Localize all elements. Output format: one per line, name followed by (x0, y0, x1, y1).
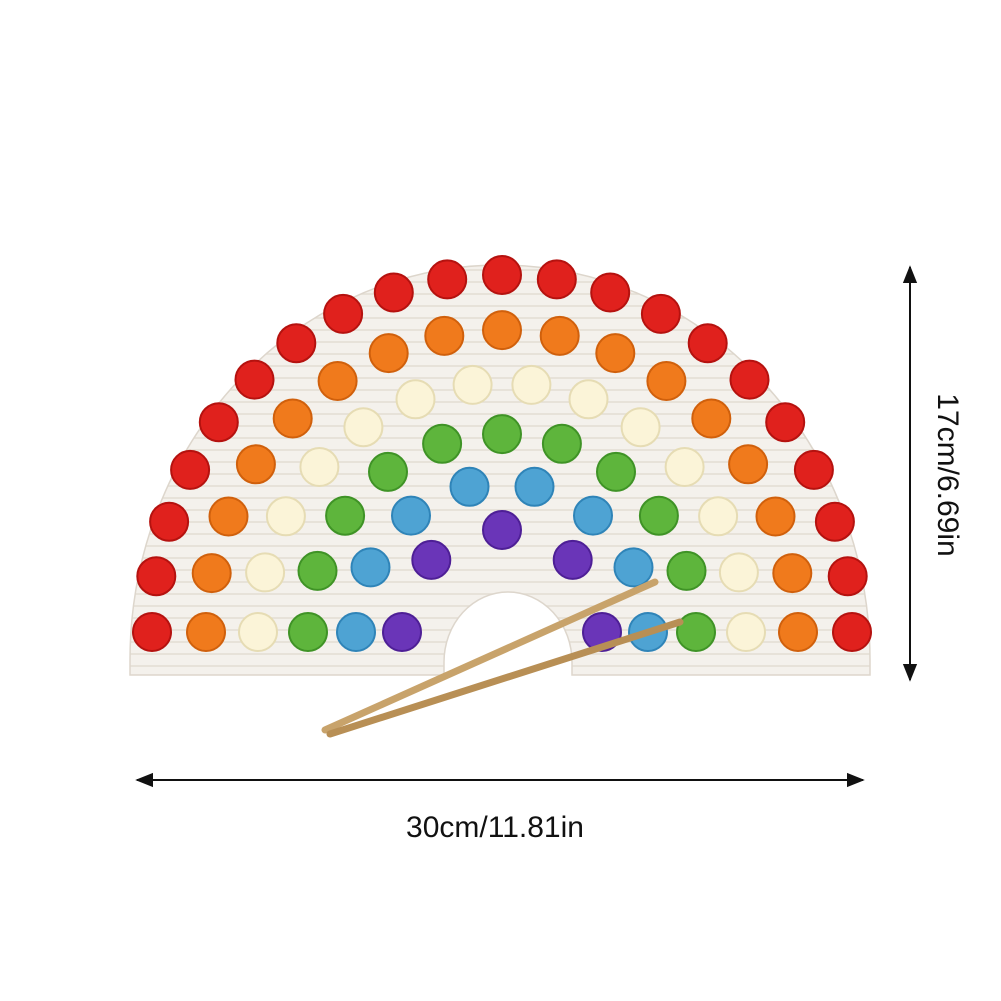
pompom (536, 259, 577, 300)
pompom (646, 361, 687, 401)
pompom (391, 495, 431, 536)
pompom (726, 612, 766, 652)
pompom (325, 495, 366, 536)
height-label: 17cm/6.69in (931, 393, 964, 556)
pompom (482, 510, 522, 550)
pompom (411, 539, 452, 580)
pompom (552, 539, 593, 580)
pompom (765, 402, 806, 443)
pompom (368, 333, 409, 374)
pompom (590, 272, 631, 313)
pompom (640, 293, 681, 334)
pompom (482, 414, 522, 455)
pompom (350, 547, 391, 588)
pompom (595, 333, 636, 374)
pompom (245, 552, 286, 593)
pompom (299, 447, 340, 487)
pompom (755, 496, 796, 537)
tweezers (321, 578, 684, 738)
pompom (170, 449, 211, 490)
pompom (373, 272, 414, 313)
pompom (514, 466, 555, 507)
pompom (323, 293, 364, 334)
pompom (136, 556, 177, 597)
pompom (422, 423, 463, 464)
pompom (568, 379, 609, 420)
pompom (276, 323, 317, 364)
pompoms (132, 255, 872, 652)
pompom (511, 364, 552, 405)
pompom (235, 444, 276, 485)
pompom (424, 315, 465, 356)
pompom (832, 612, 872, 652)
pompom (718, 552, 759, 593)
pompom (698, 496, 739, 537)
pompom (149, 501, 190, 542)
pompom (793, 449, 834, 490)
pompom (687, 323, 728, 364)
pompom (620, 407, 661, 448)
pompom (449, 466, 490, 507)
pompom (368, 451, 408, 492)
pompom (676, 612, 716, 652)
pompom (198, 402, 239, 443)
pompom (613, 547, 654, 588)
pompom (234, 359, 275, 400)
pompom (288, 612, 328, 652)
pompom (778, 612, 818, 652)
pompom (343, 407, 384, 448)
pompom (772, 553, 813, 594)
pompom (539, 315, 580, 356)
pompom (728, 444, 769, 485)
pompom (573, 495, 613, 536)
pompom (382, 612, 422, 652)
pompom (336, 612, 376, 652)
pompom (265, 496, 306, 537)
pompom (452, 364, 493, 405)
pompom (191, 553, 232, 594)
pompom (729, 359, 770, 400)
pompom (427, 259, 468, 300)
pompom (482, 255, 522, 295)
pompom (814, 501, 855, 542)
pompom (638, 495, 679, 536)
pompom (132, 612, 172, 652)
pompom (238, 612, 278, 652)
pompom (664, 447, 705, 487)
pompom (395, 379, 436, 420)
pompom (482, 310, 522, 351)
width-label: 30cm/11.81in (406, 811, 584, 844)
pompom (691, 398, 732, 439)
pompom (186, 612, 226, 652)
pompom (297, 550, 338, 591)
pompom (317, 361, 358, 401)
pompom (272, 398, 313, 439)
pompom (541, 423, 582, 464)
pompom (596, 451, 636, 492)
pompom (827, 556, 868, 597)
pompom (666, 550, 707, 591)
pompom (208, 496, 249, 537)
